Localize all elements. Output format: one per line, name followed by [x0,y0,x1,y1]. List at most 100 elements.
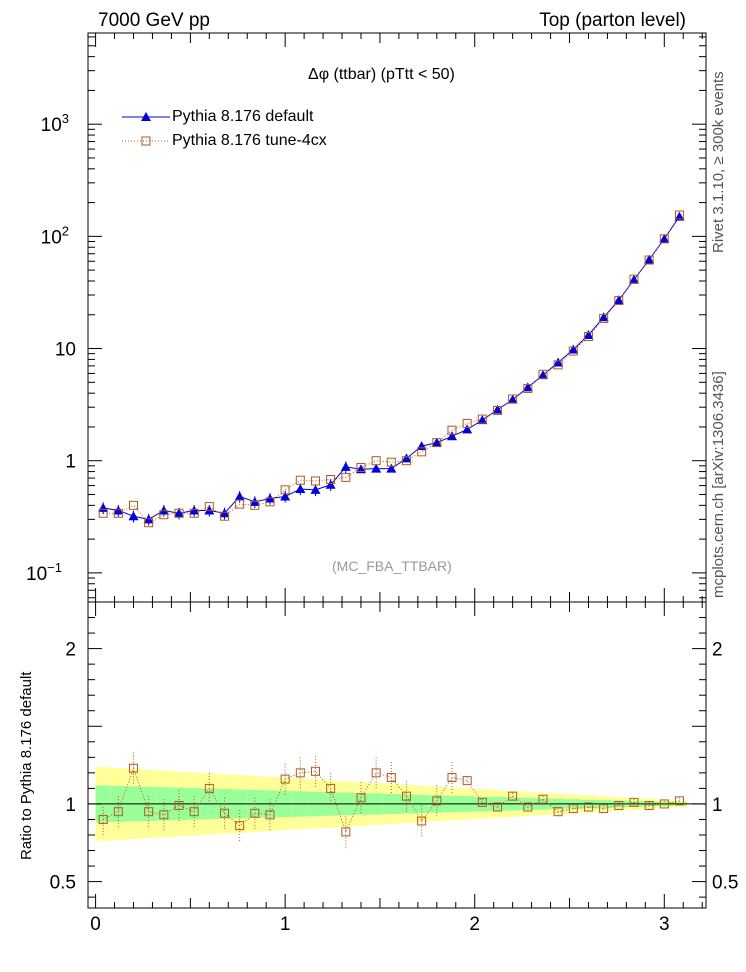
ratio-marker [629,797,639,807]
marker-tune [447,425,457,435]
ratio-marker [447,773,457,783]
y-tick-label: 102 [41,223,69,248]
ratio-marker [644,800,654,810]
marker-default [568,344,579,354]
y-tick-label: 103 [41,111,69,136]
ratio-marker [401,791,411,801]
ratio-marker [280,774,290,784]
marker-default [295,483,306,493]
marker-tune [477,414,487,424]
marker-tune [462,418,472,428]
ratio-panel [87,601,707,909]
marker-tune [568,346,578,356]
ratio-marker [341,827,351,837]
ratio-marker [98,814,108,824]
ratio-marker [523,802,533,812]
legend-label-default: Pythia 8.176 default [172,108,314,125]
marker-default [128,511,139,521]
marker-tune [128,500,138,510]
ratio-marker [235,821,245,831]
marker-default [462,424,473,434]
marker-tune [492,406,502,416]
legend-entry-default: Pythia 8.176 default [120,105,327,129]
series-layer [98,210,685,848]
marker-tune [417,447,427,457]
marker-tune [341,472,351,482]
marker-default [583,330,594,340]
ratio-marker [295,768,305,778]
ratio-marker [614,800,624,810]
marker-tune [98,508,108,518]
marker-tune [189,508,199,518]
marker-tune [174,508,184,518]
x-tick-label: 0 [90,914,101,935]
y-tick-label: 10 [55,340,76,361]
marker-tune [553,360,563,370]
ratio-marker [553,807,563,817]
ratio-marker [599,804,609,814]
source-label: mcplots.cern.ch [arXiv:1306.3436] [710,371,727,598]
legend-label-tune: Pythia 8.176 tune-4cx [172,132,327,149]
x-tick-label: 1 [280,914,291,935]
ratio-marker [174,800,184,810]
marker-default [310,484,321,494]
marker-default [674,211,685,221]
marker-tune [159,510,169,520]
ratio-marker [508,791,518,801]
marker-tune [629,274,639,284]
marker-default [553,357,564,367]
marker-tune [674,210,684,220]
open-square-icon [120,134,172,148]
ratio-y-label: Ratio to Pythia 8.176 default [18,671,35,860]
ratio-marker [477,797,487,807]
marker-tune [583,332,593,342]
marker-tune [204,502,214,512]
ratio-y-tick-label-right: 1 [712,795,723,816]
ratio-y-tick-label: 1 [65,795,76,816]
filled-triangle-icon [120,110,172,124]
marker-tune [235,499,245,509]
x-tick-label: 2 [469,914,480,935]
marker-default [628,274,639,284]
ratio-marker [568,804,578,814]
marker-tune [356,462,366,472]
x-tick-label: 3 [659,914,670,935]
marker-default [189,505,200,515]
ratio-marker [462,776,472,786]
marker-default [355,464,366,474]
ratio-marker [674,796,684,806]
series-default-line [103,216,680,520]
marker-default [325,479,336,489]
marker-tune [295,475,305,485]
ratio-y-tick-label: 0.5 [50,873,76,894]
marker-tune [401,456,411,466]
marker-default [477,415,488,425]
ratio-marker [326,783,336,793]
marker-default [234,491,245,501]
ratio-marker [386,773,396,783]
ratio-marker [583,802,593,812]
ratio-marker [204,783,214,793]
marker-tune [386,457,396,467]
marker-default [219,508,230,518]
marker-default [613,295,624,305]
ratio-marker [159,810,169,820]
marker-tune [659,234,669,244]
ratio-marker [659,799,669,809]
marker-tune [538,369,548,379]
ratio-y-tick-label-right: 0.5 [712,873,738,894]
analysis-label: (MC_FBA_TTBAR) [332,558,452,574]
marker-tune [508,394,518,404]
marker-tune [644,255,654,265]
ratio-marker [189,807,199,817]
marker-default [340,461,351,471]
ratio-marker [250,808,260,818]
ratio-tune-line [102,766,680,834]
plot-title: Δφ (ttbar) (pTtt < 50) [308,66,455,83]
ratio-marker [113,807,123,817]
ratio-marker [432,796,442,806]
y-tick-label: 10−1 [26,560,62,585]
ratio-y-tick-label-right: 2 [712,640,723,661]
series-tune-line [103,214,680,524]
header-right: Top (parton level) [539,10,686,31]
